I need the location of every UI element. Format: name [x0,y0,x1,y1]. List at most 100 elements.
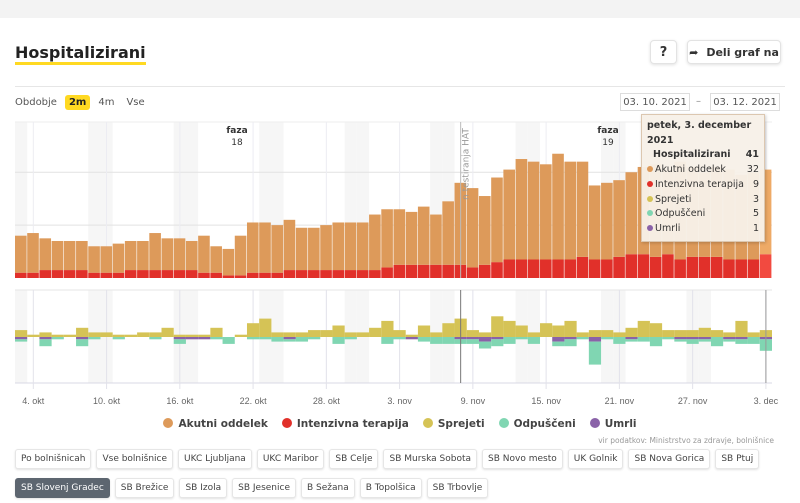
hospital-button[interactable]: SB Jesenice [232,478,296,498]
bar-odpusceni [674,339,687,342]
share-button[interactable]: ➦ Deli graf na [687,40,781,64]
bar-akutni-oddelek [149,233,161,271]
hospital-button[interactable]: Po bolnišnicah [15,449,92,469]
bar-odpusceni [430,337,443,344]
series-dot-icon [647,224,653,231]
hospital-button[interactable]: SB Murska Sobota [383,449,478,469]
bar-umrli [173,337,186,340]
bar-sprejeti [576,332,589,337]
bar-akutni-oddelek [588,185,601,260]
hospital-button[interactable]: SB Novo mesto [482,449,563,469]
bar-akutni-oddelek [417,206,430,265]
legend-label: Akutni oddelek [178,418,268,430]
hospital-button[interactable]: UKC Ljubljana [178,449,252,469]
bar-umrli [564,337,577,340]
period-2m[interactable]: 2m [64,95,91,110]
x-tick-label: 15. nov [531,396,561,406]
bar-odpusceni [259,337,272,340]
bar-odpusceni [271,337,284,342]
bar-intenzivna-terapija [259,272,271,278]
bar-umrli [15,337,28,340]
bar-umrli [39,337,52,340]
help-button[interactable]: ? [650,40,677,64]
bar-akutni-oddelek [478,196,491,265]
bar-umrli [491,337,504,340]
bar-odpusceni [76,339,89,347]
bar-sprejeti [478,332,492,337]
bar-akutni-oddelek [491,177,503,263]
bar-intenzivna-terapija [637,254,650,278]
bar-odpusceni [442,337,455,344]
legend-dot-icon [281,418,292,428]
bar-akutni-oddelek [369,214,381,271]
hat-marker-label: n testiranja HAT [462,128,472,200]
bar-akutni-oddelek [100,246,113,273]
bar-odpusceni [39,339,52,347]
legend-item[interactable]: Akutni oddelek [163,418,268,430]
chart-legend: Akutni oddelek Intenzivna terapija Sprejet… [0,418,800,430]
bar-odpusceni [393,337,406,340]
legend-item[interactable]: Intenzivna terapija [281,418,409,430]
bar-akutni-oddelek [185,240,198,271]
legend-item[interactable]: Odpuščeni [498,418,576,430]
x-tick-label: 22. okt [240,396,268,406]
bar-intenzivna-terapija [369,270,381,278]
bar-sprejeti [564,320,577,337]
bar-akutni-oddelek [552,153,564,260]
hospital-button[interactable]: UKC Maribor [256,449,325,469]
date-from-input[interactable]: 03. 10. 2021 [620,93,690,111]
hospital-button[interactable]: SB Celje [329,449,379,469]
bar-odpusceni [491,339,504,347]
period-4m[interactable]: 4m [98,97,115,108]
bar-sprejeti [15,330,28,337]
legend-item[interactable]: Sprejeti [422,418,485,430]
x-tick-label: 21. nov [605,396,635,406]
bar-odpusceni [88,337,101,340]
bar-intenzivna-terapija [698,256,711,278]
x-tick-label: 3. dec [754,396,779,406]
bar-intenzivna-terapija [271,272,284,278]
bar-intenzivna-terapija [344,270,357,278]
date-separator: – [696,96,701,107]
hospital-button[interactable]: SB Brežice [114,478,175,498]
bar-sprejeti [723,332,736,337]
date-to-input[interactable]: 03. 12. 2021 [710,93,780,111]
chart-tooltip: petek, 3. december 2021 Hospitalizirani 4… [641,114,765,242]
bar-odpusceni [637,337,650,342]
hospital-button[interactable]: SB Izola [179,478,228,498]
hospital-button[interactable]: SB Ptuj [715,449,760,469]
bar-sprejeti [698,327,711,337]
hospital-button[interactable]: B Sežana [300,478,355,498]
bar-sprejeti [662,330,675,337]
phase-label: faza [597,126,618,136]
x-tick-label: 28. okt [313,396,341,406]
bar-intenzivna-terapija [332,270,345,278]
x-tick-label: 10. okt [93,396,121,406]
legend-item[interactable]: Umrli [589,418,637,430]
bar-intenzivna-terapija [564,259,577,278]
hospital-button[interactable]: Vse bolnišnice [96,449,174,469]
hospital-button[interactable]: SB Trbovlje [426,478,489,498]
bar-odpusceni [588,341,602,365]
period-all[interactable]: Vse [126,97,145,108]
bar-sprejeti [503,320,516,337]
hospital-button[interactable]: UK Golnik [567,449,624,469]
bar-intenzivna-terapija [222,275,235,278]
x-tick-label: 27. nov [678,396,708,406]
bar-umrli [466,337,479,340]
hospital-button[interactable]: SB Nova Gorica [628,449,711,469]
bar-sprejeti [63,334,77,337]
bar-odpusceni [246,337,260,340]
hospital-button[interactable]: SB Slovenj Gradec [15,478,110,498]
hospital-button[interactable]: B Topolšica [359,478,422,498]
bar-sprejeti [747,332,760,337]
bar-sprejeti [466,330,479,337]
bar-odpusceni [686,339,699,344]
bar-umrli [198,337,211,340]
bar-sprejeti [39,332,52,337]
bar-umrli [723,337,736,340]
bar-sprejeti [210,327,223,337]
bar-sprejeti [540,323,553,337]
bar-akutni-oddelek [356,222,369,271]
bar-sprejeti [649,323,663,337]
